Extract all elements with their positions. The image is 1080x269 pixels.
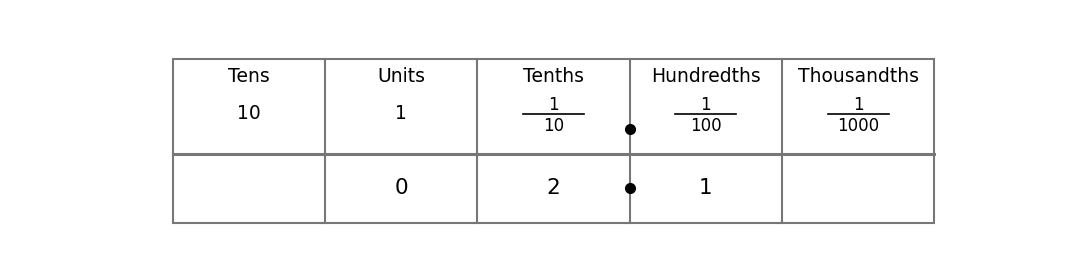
Text: Thousandths: Thousandths — [798, 67, 919, 86]
Text: 10: 10 — [543, 117, 564, 135]
Text: Tens: Tens — [228, 67, 270, 86]
Text: 1: 1 — [699, 178, 713, 199]
Text: Hundredths: Hundredths — [651, 67, 760, 86]
Text: 0: 0 — [394, 178, 408, 199]
Text: 2: 2 — [546, 178, 561, 199]
Text: Tenths: Tenths — [523, 67, 584, 86]
Text: 1: 1 — [549, 96, 558, 114]
Bar — [173, 59, 934, 223]
Text: 1: 1 — [701, 96, 711, 114]
Text: 10: 10 — [237, 104, 260, 123]
Text: Units: Units — [377, 67, 426, 86]
Text: 1000: 1000 — [837, 117, 879, 135]
Text: 1: 1 — [853, 96, 864, 114]
Text: 1: 1 — [395, 104, 407, 123]
Text: 100: 100 — [690, 117, 721, 135]
